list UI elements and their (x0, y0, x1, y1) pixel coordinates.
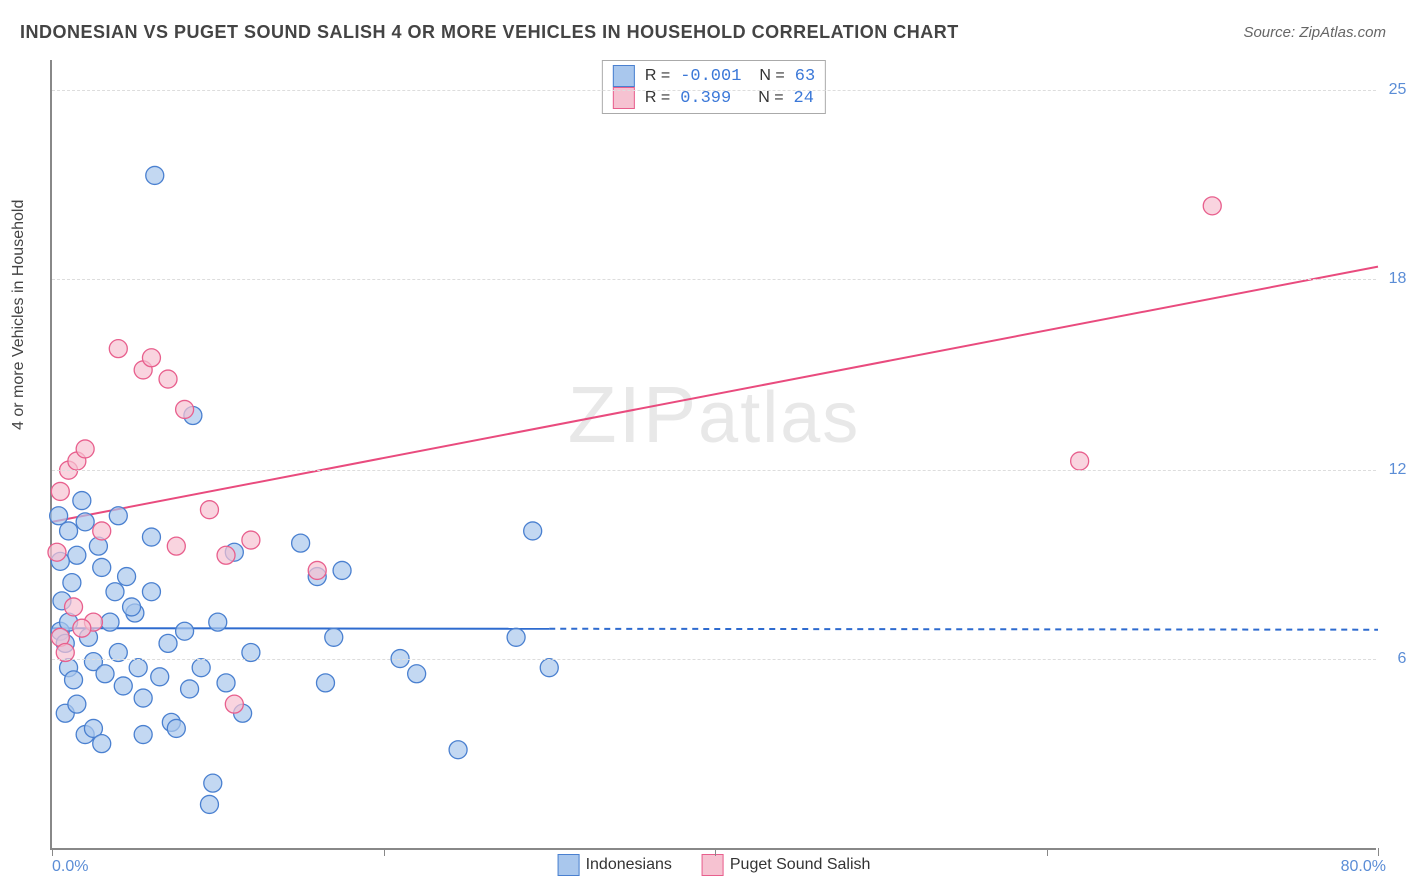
scatter-point (333, 561, 351, 579)
trend-line (52, 628, 549, 629)
legend-swatch (702, 854, 724, 876)
scatter-point (76, 440, 94, 458)
scatter-point (507, 628, 525, 646)
legend-series-item: Puget Sound Salish (702, 854, 871, 876)
scatter-point (408, 665, 426, 683)
legend-n-label: N = (758, 89, 783, 107)
legend-series: Indonesians Puget Sound Salish (558, 854, 871, 876)
gridline-h (52, 90, 1376, 91)
legend-n-label: N = (759, 67, 784, 85)
scatter-point (76, 513, 94, 531)
scatter-point (142, 583, 160, 601)
scatter-point (51, 482, 69, 500)
gridline-h (52, 470, 1376, 471)
scatter-point (200, 795, 218, 813)
scatter-point (93, 735, 111, 753)
scatter-point (129, 659, 147, 677)
x-tick (52, 848, 53, 856)
scatter-point (142, 528, 160, 546)
chart-title: INDONESIAN VS PUGET SOUND SALISH 4 OR MO… (20, 22, 959, 43)
scatter-point (1071, 452, 1089, 470)
scatter-point (114, 677, 132, 695)
scatter-point (449, 741, 467, 759)
scatter-point (109, 507, 127, 525)
scatter-point (200, 501, 218, 519)
scatter-point (106, 583, 124, 601)
y-tick-label: 6.3% (1398, 650, 1406, 668)
scatter-point (176, 622, 194, 640)
scatter-point (192, 659, 210, 677)
scatter-point (134, 689, 152, 707)
scatter-point (316, 674, 334, 692)
scatter-point (93, 558, 111, 576)
scatter-point (292, 534, 310, 552)
scatter-point (217, 674, 235, 692)
y-tick-label: 12.5% (1389, 461, 1406, 479)
scatter-point (123, 598, 141, 616)
legend-swatch (558, 854, 580, 876)
scatter-point (181, 680, 199, 698)
scatter-point (225, 695, 243, 713)
scatter-point (308, 561, 326, 579)
scatter-point (146, 166, 164, 184)
legend-series-label: Indonesians (586, 856, 672, 874)
scatter-point (524, 522, 542, 540)
legend-stats-row: R = -0.001 N = 63 (613, 65, 815, 87)
scatter-point (242, 531, 260, 549)
legend-n-value: 63 (795, 67, 815, 86)
scatter-point (176, 400, 194, 418)
scatter-point (159, 634, 177, 652)
scatter-point (65, 598, 83, 616)
scatter-point (540, 659, 558, 677)
scatter-point (167, 719, 185, 737)
scatter-point (134, 726, 152, 744)
trend-line-dashed (549, 629, 1378, 630)
y-tick-label: 18.8% (1389, 270, 1406, 288)
trend-line (52, 267, 1378, 522)
scatter-point (48, 543, 66, 561)
y-axis-label: 4 or more Vehicles in Household (10, 200, 28, 430)
scatter-point (96, 665, 114, 683)
gridline-h (52, 659, 1376, 660)
scatter-point (73, 619, 91, 637)
scatter-point (101, 613, 119, 631)
y-tick-label: 25.0% (1389, 81, 1406, 99)
chart-svg (52, 60, 1376, 848)
scatter-point (159, 370, 177, 388)
legend-r-label: R = (645, 89, 670, 107)
legend-swatch (613, 65, 635, 87)
scatter-point (325, 628, 343, 646)
scatter-point (60, 522, 78, 540)
x-tick (384, 848, 385, 856)
x-tick-label: 80.0% (1341, 858, 1386, 876)
scatter-point (118, 568, 136, 586)
scatter-point (68, 546, 86, 564)
legend-r-value: -0.001 (680, 67, 741, 86)
scatter-point (65, 671, 83, 689)
scatter-point (1203, 197, 1221, 215)
source-label: Source: ZipAtlas.com (1243, 24, 1386, 41)
scatter-point (63, 574, 81, 592)
legend-stats: R =-0.001N =63R = 0.399N =24 (602, 60, 826, 114)
plot-area: ZIPatlas R =-0.001N =63R = 0.399N =24 In… (50, 60, 1376, 850)
scatter-point (151, 668, 169, 686)
scatter-point (142, 349, 160, 367)
legend-series-label: Puget Sound Salish (730, 856, 871, 874)
scatter-point (109, 340, 127, 358)
scatter-point (217, 546, 235, 564)
scatter-point (68, 695, 86, 713)
scatter-point (93, 522, 111, 540)
scatter-point (167, 537, 185, 555)
x-tick-label: 0.0% (52, 858, 88, 876)
x-tick (1047, 848, 1048, 856)
x-tick (715, 848, 716, 856)
scatter-point (73, 492, 91, 510)
legend-series-item: Indonesians (558, 854, 672, 876)
scatter-point (204, 774, 222, 792)
scatter-point (209, 613, 227, 631)
x-tick (1378, 848, 1379, 856)
gridline-h (52, 279, 1376, 280)
legend-r-label: R = (645, 67, 670, 85)
